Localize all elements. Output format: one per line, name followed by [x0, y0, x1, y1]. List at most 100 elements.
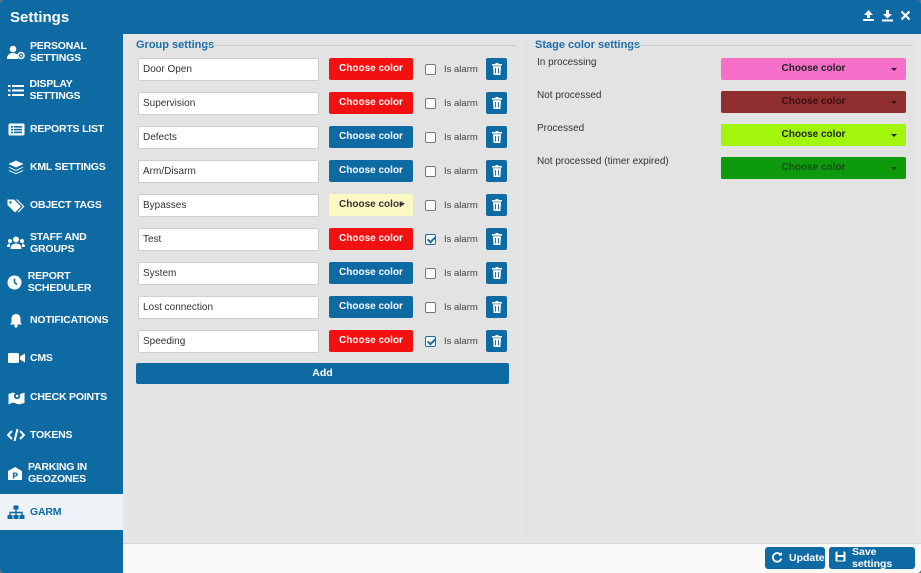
group-row: Arm/Disarm Choose color Is alarm: [138, 160, 510, 184]
refresh-icon: [771, 551, 783, 566]
group-name-input[interactable]: Arm/Disarm: [138, 160, 319, 183]
sidebar-item-display-settings[interactable]: DISPLAY SETTINGS: [0, 72, 123, 108]
delete-group-button[interactable]: [486, 126, 507, 148]
stage-settings-panel: [525, 40, 916, 540]
sidebar-item-reports-list[interactable]: REPORTS LIST: [0, 111, 123, 147]
upload-icon[interactable]: [862, 9, 875, 22]
is-alarm-label: Is alarm: [444, 234, 478, 245]
update-button[interactable]: Update: [765, 547, 825, 569]
group-name-input[interactable]: Defects: [138, 126, 319, 149]
sidebar-item-cms[interactable]: CMS: [0, 340, 123, 376]
choose-color-button[interactable]: Choose color: [329, 58, 413, 80]
stage-choose-color-button[interactable]: Choose color: [721, 58, 906, 80]
add-group-button[interactable]: Add: [136, 363, 509, 384]
sidebar-item-label: STAFF AND GROUPS: [30, 231, 87, 255]
choose-color-label: Choose color: [339, 233, 403, 244]
group-row: Bypasses Choose color Is alarm: [138, 194, 510, 218]
choose-color-button[interactable]: Choose color: [329, 160, 413, 182]
is-alarm-checkbox[interactable]: [425, 98, 436, 109]
is-alarm-checkbox[interactable]: [425, 64, 436, 75]
is-alarm-checkbox[interactable]: [425, 268, 436, 279]
choose-color-button[interactable]: Choose color: [329, 126, 413, 148]
is-alarm-label: Is alarm: [444, 336, 478, 347]
sidebar-item-label: OBJECT TAGS: [30, 199, 102, 211]
sidebar-item-label: CMS: [30, 352, 53, 364]
choose-color-label: Choose color: [781, 96, 846, 107]
svg-text:P: P: [12, 471, 18, 480]
choose-color-button[interactable]: Choose color: [329, 92, 413, 114]
sidebar-item-report-scheduler[interactable]: REPORT SCHEDULER: [0, 264, 123, 300]
delete-group-button[interactable]: [486, 160, 507, 182]
group-row: Supervision Choose color Is alarm: [138, 92, 510, 116]
sidebar-item-label: GARM: [30, 506, 62, 518]
is-alarm-checkbox[interactable]: [425, 302, 436, 313]
settings-sidebar: PERSONAL SETTINGS DISPLAY SETTINGS REPOR…: [0, 34, 123, 573]
sidebar-item-label: REPORT SCHEDULER: [27, 270, 92, 294]
group-name-input[interactable]: Speeding: [138, 330, 319, 353]
sidebar-item-garm[interactable]: GARM: [0, 494, 123, 530]
sidebar-item-personal-settings[interactable]: PERSONAL SETTINGS: [0, 34, 123, 70]
is-alarm-label: Is alarm: [444, 98, 478, 109]
group-name-input[interactable]: Bypasses: [138, 194, 319, 217]
choose-color-label: Choose color: [339, 335, 403, 346]
delete-group-button[interactable]: [486, 58, 507, 80]
group-row: Door Open Choose color Is alarm: [138, 58, 510, 82]
is-alarm-checkbox[interactable]: [425, 234, 436, 245]
close-icon[interactable]: [900, 10, 911, 21]
trash-icon: [491, 63, 502, 75]
choose-color-button[interactable]: Choose color: [329, 330, 413, 352]
stage-choose-color-button[interactable]: Choose color: [721, 91, 906, 113]
choose-color-label: Choose color: [339, 199, 403, 210]
stage-choose-color-button[interactable]: Choose color: [721, 157, 906, 179]
chevron-down-icon: [399, 203, 405, 206]
sidebar-item-kml-settings[interactable]: KML SETTINGS: [0, 149, 123, 185]
group-name-input[interactable]: System: [138, 262, 319, 285]
is-alarm-checkbox[interactable]: [425, 336, 436, 347]
sidebar-item-parking-in-geozones[interactable]: P PARKING IN GEOZONES: [0, 455, 123, 491]
sidebar-item-tokens[interactable]: TOKENS: [0, 417, 123, 453]
tags-icon: [7, 197, 25, 213]
stage-settings-divider: [629, 45, 912, 46]
parking-icon: P: [7, 465, 23, 481]
choose-color-label: Choose color: [339, 131, 403, 142]
window-title: Settings: [10, 9, 70, 26]
group-name-input[interactable]: Supervision: [138, 92, 319, 115]
group-name-input[interactable]: Lost connection: [138, 296, 319, 319]
trash-icon: [491, 335, 502, 347]
sidebar-item-object-tags[interactable]: OBJECT TAGS: [0, 187, 123, 223]
choose-color-label: Choose color: [781, 162, 846, 173]
delete-group-button[interactable]: [486, 296, 507, 318]
save-icon: [835, 551, 846, 565]
stage-label: Not processed: [537, 90, 602, 101]
update-button-label: Update: [789, 552, 825, 564]
is-alarm-checkbox[interactable]: [425, 132, 436, 143]
clock-icon: [7, 274, 23, 290]
delete-group-button[interactable]: [486, 194, 507, 216]
chevron-down-icon: [891, 68, 897, 71]
download-icon[interactable]: [881, 9, 894, 22]
sidebar-item-label: PERSONAL SETTINGS: [30, 40, 87, 64]
layers-icon: [7, 159, 25, 175]
choose-color-button[interactable]: Choose color: [329, 194, 413, 216]
user-gear-icon: [7, 44, 25, 60]
group-row: Test Choose color Is alarm: [138, 228, 510, 252]
chevron-down-icon: [891, 134, 897, 137]
group-name-input[interactable]: Test: [138, 228, 319, 251]
delete-group-button[interactable]: [486, 330, 507, 352]
trash-icon: [491, 233, 502, 245]
choose-color-button[interactable]: Choose color: [329, 262, 413, 284]
is-alarm-checkbox[interactable]: [425, 166, 436, 177]
choose-color-button[interactable]: Choose color: [329, 228, 413, 250]
group-name-input[interactable]: Door Open: [138, 58, 319, 81]
delete-group-button[interactable]: [486, 228, 507, 250]
sidebar-item-notifications[interactable]: NOTIFICATIONS: [0, 302, 123, 338]
save-settings-button[interactable]: Save settings: [829, 546, 915, 570]
sidebar-item-staff-and-groups[interactable]: STAFF AND GROUPS: [0, 225, 123, 261]
stage-row: Processed Choose color: [537, 123, 906, 146]
choose-color-button[interactable]: Choose color: [329, 296, 413, 318]
sidebar-item-check-points[interactable]: CHECK POINTS: [0, 379, 123, 415]
is-alarm-checkbox[interactable]: [425, 200, 436, 211]
delete-group-button[interactable]: [486, 262, 507, 284]
stage-choose-color-button[interactable]: Choose color: [721, 124, 906, 146]
delete-group-button[interactable]: [486, 92, 507, 114]
